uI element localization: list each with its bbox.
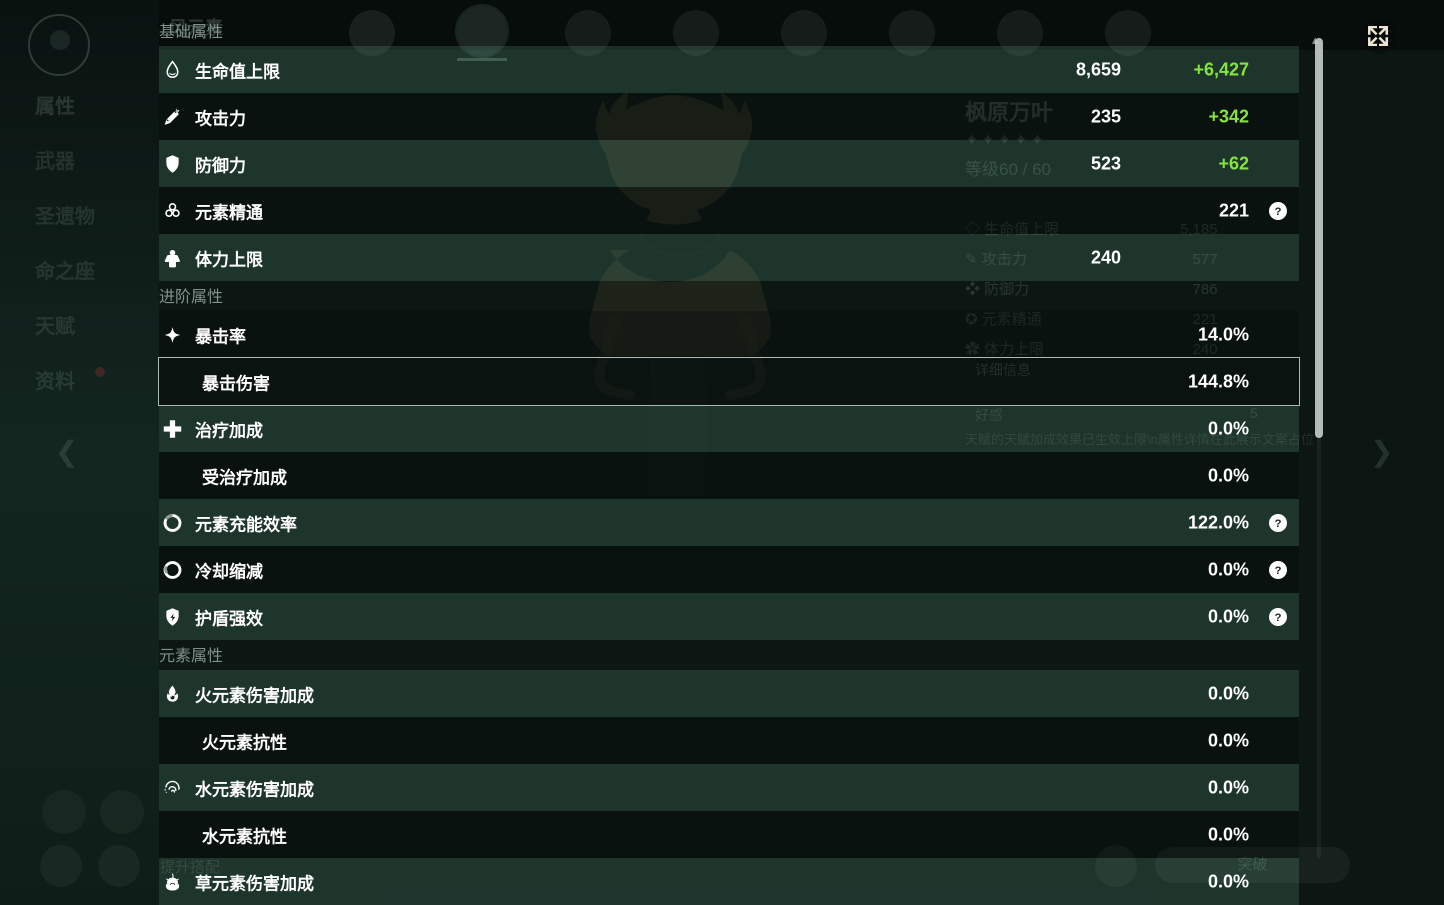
svg-text:?: ? (1275, 564, 1282, 576)
svg-text:?: ? (1275, 611, 1282, 623)
svg-text:?: ? (1275, 517, 1282, 529)
svg-text:?: ? (1275, 205, 1282, 217)
